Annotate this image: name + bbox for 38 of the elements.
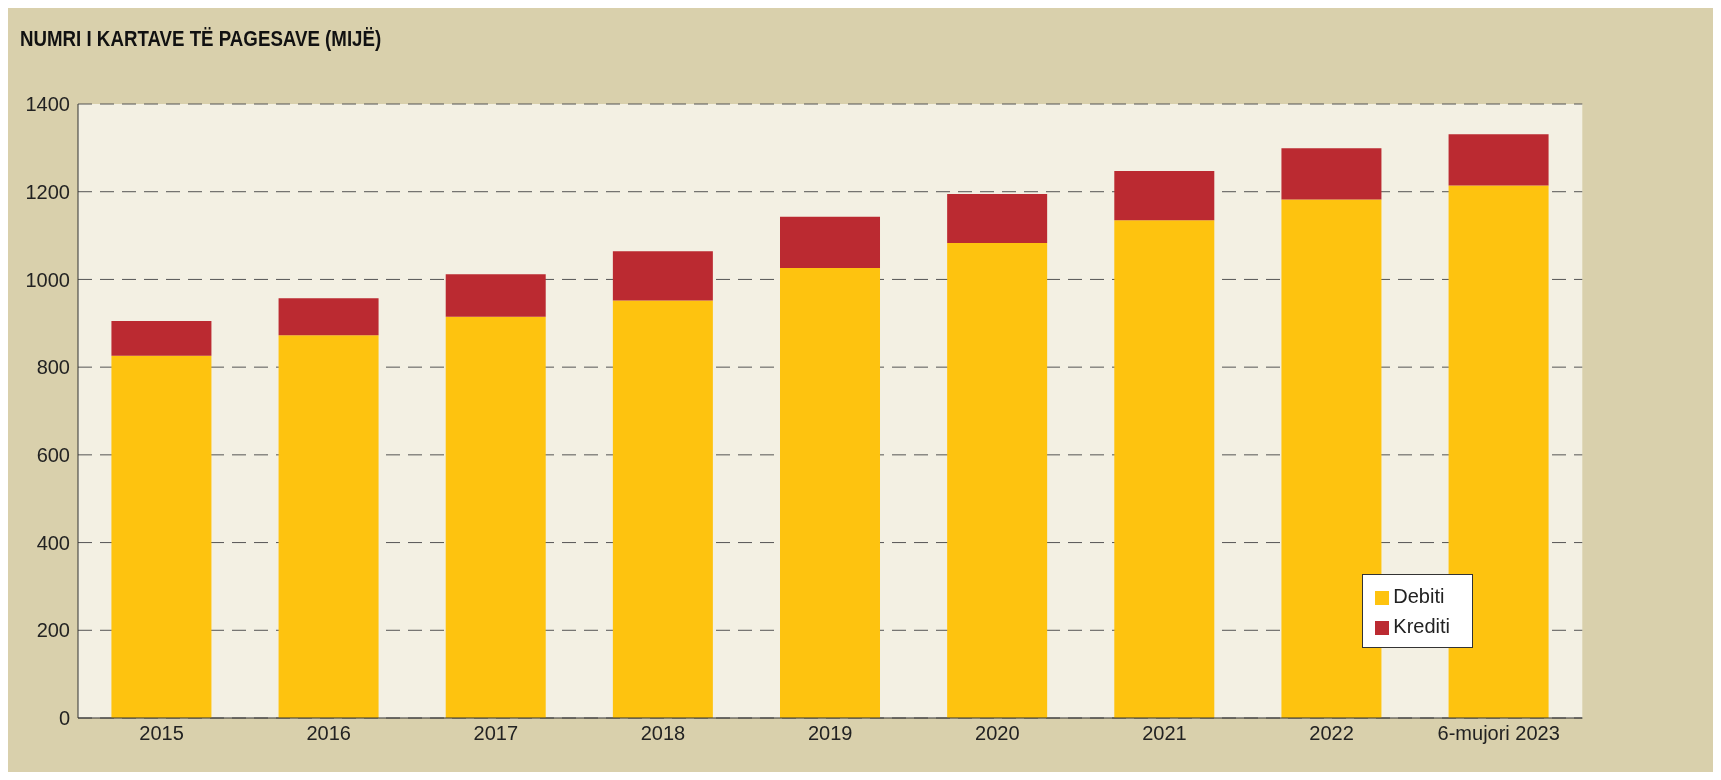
y-tick-label: 1000 bbox=[25, 268, 70, 291]
y-tick-label: 1400 bbox=[25, 93, 70, 116]
y-tick-label: 0 bbox=[58, 707, 70, 730]
bar bbox=[1448, 134, 1549, 186]
x-tick-label: 2017 bbox=[473, 722, 519, 745]
bar bbox=[1114, 171, 1215, 221]
chart-title: NUMRI I KARTAVE TË PAGESAVE (MIJË) bbox=[20, 26, 382, 52]
legend-label: Debiti bbox=[1393, 585, 1445, 607]
bar bbox=[278, 298, 379, 336]
x-tick-label: 2019 bbox=[807, 722, 853, 745]
x-tick-label: 2022 bbox=[1309, 722, 1354, 745]
x-tick-label: 2016 bbox=[306, 722, 351, 745]
y-tick-label: 800 bbox=[36, 356, 70, 379]
bar bbox=[1281, 199, 1382, 718]
bar bbox=[947, 193, 1048, 244]
bar bbox=[1281, 148, 1382, 200]
bar bbox=[947, 243, 1048, 718]
y-tick-label: 200 bbox=[36, 619, 70, 642]
bar bbox=[612, 251, 713, 301]
bar bbox=[612, 300, 713, 718]
x-tick-label: 2020 bbox=[975, 722, 1020, 745]
x-tick-label: 2015 bbox=[139, 722, 184, 745]
bar bbox=[780, 268, 881, 718]
y-tick-label: 400 bbox=[36, 531, 70, 554]
bar bbox=[111, 355, 212, 718]
bar bbox=[111, 321, 212, 356]
x-tick-label: 6-mujori 2023 bbox=[1437, 722, 1560, 745]
bar bbox=[780, 216, 881, 269]
y-tick-label: 600 bbox=[36, 443, 70, 466]
bar bbox=[1448, 185, 1549, 718]
bar bbox=[445, 316, 546, 718]
bar bbox=[1114, 220, 1215, 718]
x-tick-label: 2018 bbox=[640, 722, 686, 745]
y-tick-label: 1200 bbox=[25, 180, 70, 203]
legend-label: Krediti bbox=[1393, 615, 1450, 637]
x-tick-label: 2021 bbox=[1142, 722, 1187, 745]
bar bbox=[278, 335, 379, 718]
bar bbox=[445, 274, 546, 317]
